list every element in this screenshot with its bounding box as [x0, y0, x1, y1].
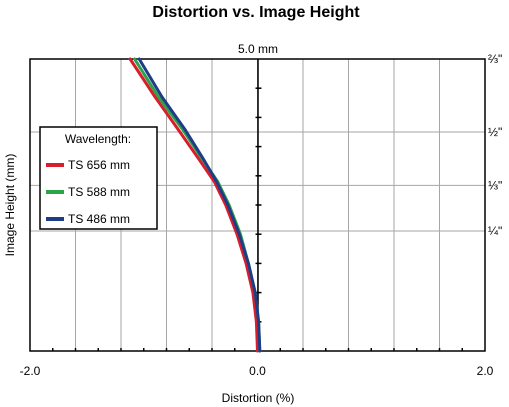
legend-entries: TS 656 mm TS 588 mm TS 486 mm — [46, 158, 130, 226]
x-axis-label: Distortion (%) — [222, 391, 295, 405]
x-tick-labels: -2.0 0.0 2.0 — [20, 364, 494, 378]
right-tick-label: ⅔" — [488, 52, 502, 66]
right-tick-label: ½" — [488, 125, 502, 139]
series-lines — [128, 57, 262, 353]
top-height-label: 5.0 mm — [238, 42, 278, 56]
right-tick-label: ¼" — [488, 224, 502, 238]
legend-box — [39, 126, 158, 230]
legend-entry-label: TS 588 mm — [68, 185, 130, 199]
legend-entry-label: TS 656 mm — [68, 158, 130, 172]
x-tick-label: 0.0 — [249, 364, 266, 378]
chart-title: Distortion vs. Image Height — [152, 4, 360, 21]
right-tick-label: ⅓" — [488, 178, 502, 192]
y-axis-label: Image Height (mm) — [3, 154, 17, 257]
legend-title: Wavelength: — [65, 132, 131, 146]
series-line — [137, 57, 262, 353]
legend-entry-label: TS 486 mm — [68, 212, 130, 226]
right-tick-labels: ⅔" ½" ⅓" ¼" — [488, 52, 502, 238]
x-tick-label: 2.0 — [477, 364, 494, 378]
legend: Wavelength: TS 656 mm TS 588 mm TS 486 mm — [39, 126, 158, 230]
series-line — [128, 57, 259, 353]
x-tick-label: -2.0 — [20, 364, 41, 378]
